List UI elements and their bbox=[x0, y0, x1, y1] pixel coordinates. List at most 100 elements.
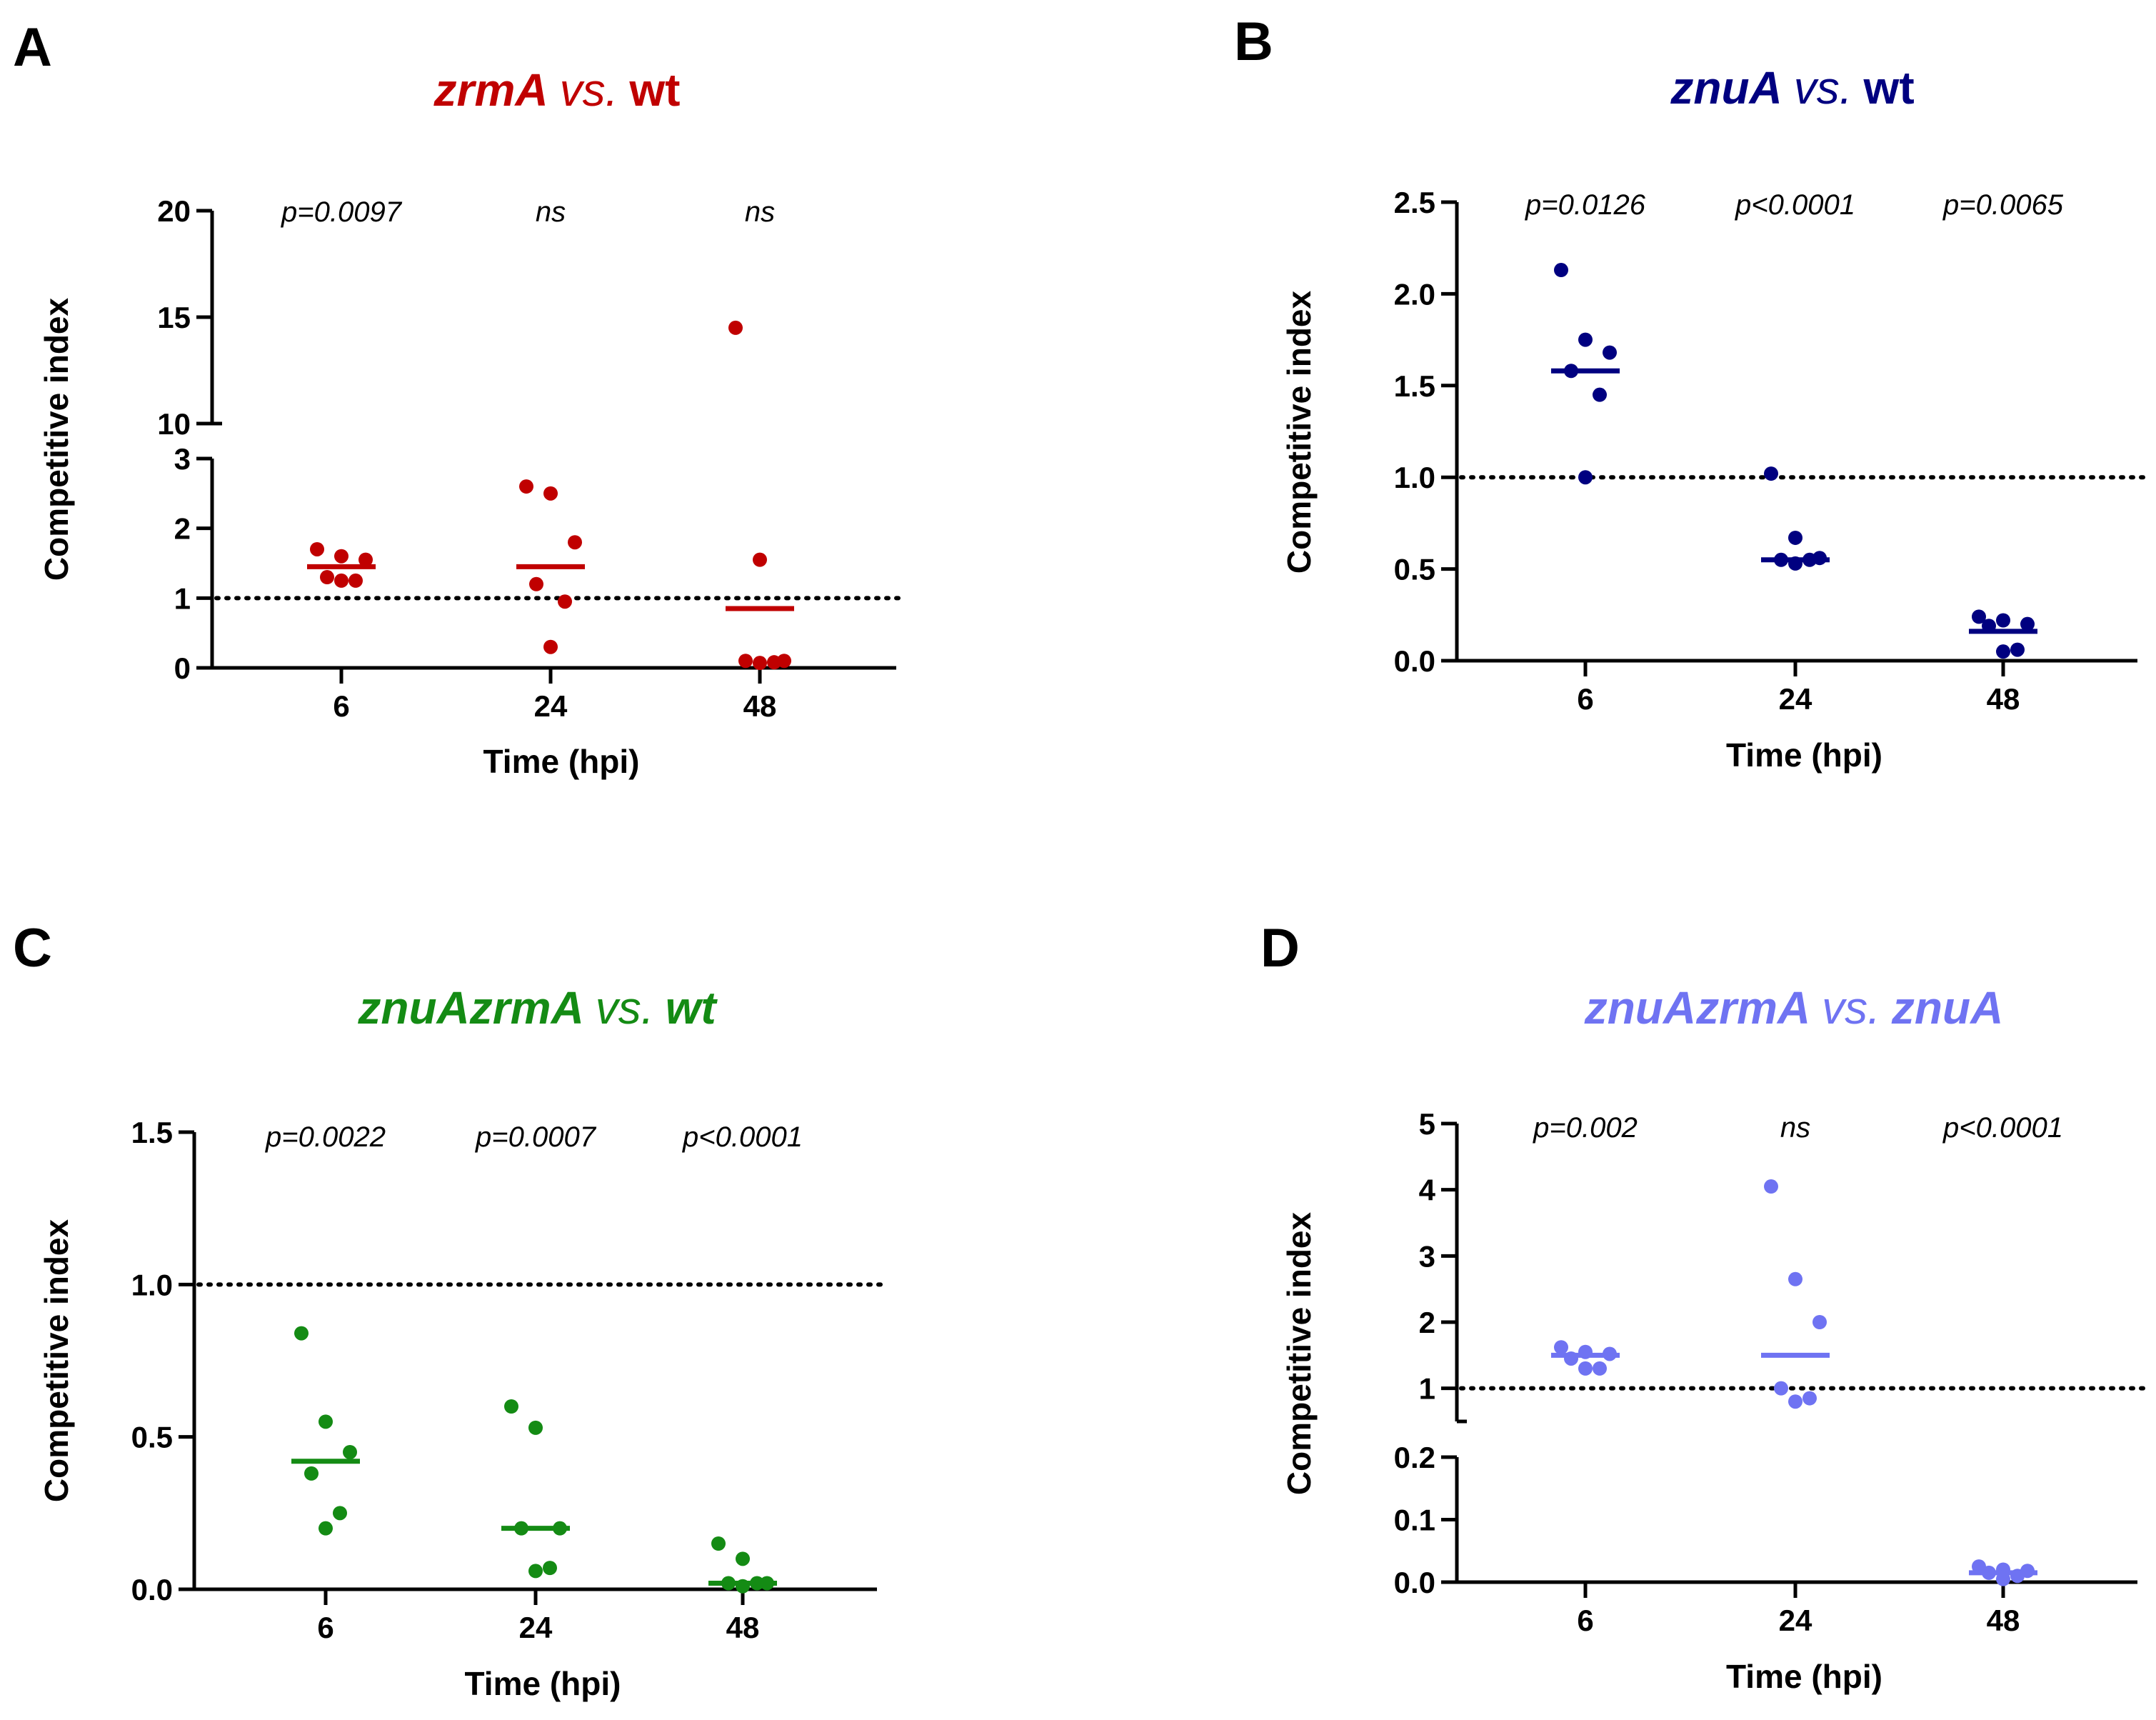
data-point bbox=[334, 549, 349, 564]
data-point bbox=[767, 655, 781, 670]
data-point bbox=[736, 1551, 750, 1566]
y-tick-label: 15 bbox=[157, 301, 191, 334]
x-axis-title: Time (hpi) bbox=[1726, 1658, 1882, 1695]
p-value-label: p=0.0126 bbox=[1525, 189, 1646, 221]
data-point bbox=[1578, 332, 1593, 347]
y-tick-label: 20 bbox=[157, 194, 191, 228]
data-point bbox=[1593, 387, 1607, 402]
y-tick-label: 0.5 bbox=[131, 1421, 173, 1454]
p-value-label: p=0.0065 bbox=[1942, 189, 2064, 221]
p-value-label: p=0.0022 bbox=[265, 1121, 386, 1153]
y-tick-label: 0.0 bbox=[1394, 644, 1435, 678]
x-tick-label: 24 bbox=[1779, 682, 1812, 716]
data-point bbox=[1578, 470, 1593, 485]
data-point bbox=[543, 486, 558, 501]
y-axis-title: Competitive index bbox=[38, 1219, 75, 1502]
p-value-label: p<0.0001 bbox=[1942, 1112, 2063, 1144]
title-vs: vs. bbox=[596, 982, 654, 1034]
data-point bbox=[543, 1561, 557, 1576]
data-point bbox=[1788, 1394, 1802, 1409]
title-vs: vs. bbox=[1794, 62, 1852, 114]
data-point bbox=[2010, 642, 2025, 657]
title-reference: znuA bbox=[1891, 982, 2003, 1034]
x-tick-label: 6 bbox=[333, 689, 349, 723]
y-tick-label: 4 bbox=[1419, 1174, 1436, 1207]
x-axis-title: Time (hpi) bbox=[483, 743, 640, 780]
p-value-label: ns bbox=[745, 196, 775, 228]
data-point bbox=[753, 656, 767, 671]
data-point bbox=[319, 1521, 333, 1536]
y-tick-label: 1.5 bbox=[1394, 369, 1435, 403]
y-tick-label: 5 bbox=[1419, 1107, 1435, 1141]
data-point bbox=[568, 535, 582, 550]
y-tick-label: 1.0 bbox=[131, 1268, 173, 1301]
y-axis-title: Competitive index bbox=[1280, 1211, 1318, 1495]
y-tick-label: 2.5 bbox=[1394, 186, 1435, 219]
p-value-label: p=0.0097 bbox=[281, 196, 403, 228]
y-tick-label: 3 bbox=[174, 442, 191, 476]
data-point bbox=[1554, 263, 1568, 278]
y-tick-label: 0.2 bbox=[1394, 1441, 1435, 1474]
panel-letter: B bbox=[1234, 11, 1273, 72]
data-point bbox=[310, 541, 324, 556]
data-point bbox=[1996, 1571, 2010, 1586]
panel-letter: D bbox=[1260, 918, 1300, 979]
data-point bbox=[1972, 609, 1986, 624]
title-vs: vs. bbox=[1822, 982, 1880, 1034]
data-point bbox=[1812, 1315, 1827, 1329]
p-value-label: p=0.002 bbox=[1533, 1112, 1638, 1144]
x-axis-title: Time (hpi) bbox=[465, 1665, 621, 1702]
data-point bbox=[333, 1506, 347, 1521]
data-point bbox=[529, 576, 543, 591]
data-point bbox=[1578, 1361, 1593, 1376]
chart-title: znuAzrmA vs. wt bbox=[357, 982, 718, 1034]
y-tick-label: 0.5 bbox=[1394, 553, 1435, 586]
x-tick-label: 6 bbox=[1577, 682, 1593, 716]
title-subject: zrmA bbox=[433, 64, 548, 116]
y-tick-label: 1.0 bbox=[1394, 461, 1435, 494]
y-tick-label: 2.0 bbox=[1394, 277, 1435, 311]
p-value-label: p<0.0001 bbox=[1735, 189, 1855, 221]
data-point bbox=[294, 1326, 309, 1341]
y-axis-title: Competitive index bbox=[38, 297, 75, 581]
title-subject: znuAzrmA bbox=[1584, 982, 1810, 1034]
p-value-label: ns bbox=[1780, 1112, 1810, 1144]
data-point bbox=[1774, 1381, 1788, 1396]
data-point bbox=[320, 570, 334, 585]
data-point bbox=[343, 1445, 357, 1459]
y-tick-label: 0.1 bbox=[1394, 1504, 1435, 1537]
x-tick-label: 48 bbox=[1987, 1604, 2020, 1637]
p-value-label: p=0.0007 bbox=[475, 1121, 597, 1153]
x-tick-label: 48 bbox=[726, 1611, 760, 1644]
chart-title: znuA vs. wt bbox=[1670, 62, 1914, 114]
data-point bbox=[1764, 1179, 1778, 1194]
panel-letter: A bbox=[13, 17, 52, 78]
data-point bbox=[543, 639, 558, 654]
title-subject: znuA bbox=[1670, 62, 1782, 114]
y-tick-label: 0.0 bbox=[131, 1573, 173, 1606]
data-point bbox=[1802, 1391, 1817, 1406]
data-point bbox=[1788, 1271, 1802, 1286]
x-tick-label: 24 bbox=[534, 689, 568, 723]
x-tick-label: 24 bbox=[1779, 1604, 1812, 1637]
title-reference: wt bbox=[1863, 62, 1915, 114]
x-tick-label: 24 bbox=[519, 1611, 553, 1644]
y-tick-label: 1 bbox=[1419, 1372, 1435, 1406]
y-tick-label: 2 bbox=[1419, 1306, 1435, 1339]
chart-title: znuAzrmA vs. znuA bbox=[1584, 982, 2004, 1034]
panel-a: AzrmA vs. wt 0 1 2 310 15 20 6 24 48 Time (hpi) Compe… bbox=[13, 17, 904, 780]
data-point bbox=[1593, 1361, 1607, 1376]
title-subject: znuAzrmA bbox=[357, 982, 583, 1034]
data-point bbox=[528, 1564, 543, 1579]
data-point bbox=[1788, 530, 1802, 545]
data-point bbox=[1554, 1340, 1568, 1355]
data-point bbox=[558, 594, 572, 609]
y-tick-label: 1.5 bbox=[131, 1116, 173, 1149]
y-tick-label: 0.0 bbox=[1394, 1566, 1435, 1599]
chart-title: zrmA vs. wt bbox=[433, 64, 681, 116]
data-point bbox=[1603, 345, 1617, 360]
x-tick-label: 48 bbox=[743, 689, 777, 723]
y-tick-label: 3 bbox=[1419, 1239, 1435, 1273]
